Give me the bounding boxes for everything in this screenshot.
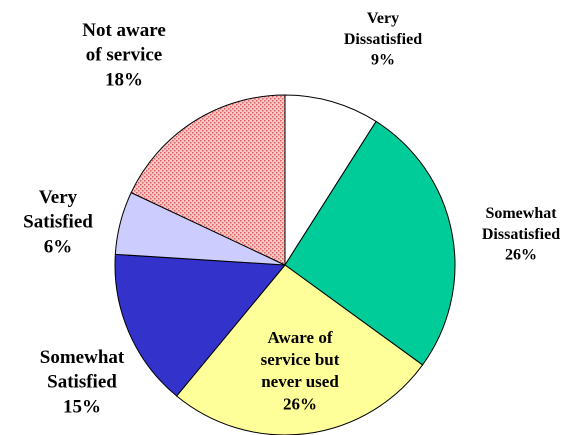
pie-slices (114, 94, 456, 435)
pie-slice (175, 264, 424, 435)
pie-slice (284, 94, 377, 267)
pie-slice (114, 253, 287, 397)
pie-labels: Very Dissatisfied 9% Somewhat Dissatisfied 26… (23, 10, 560, 417)
slice-label: Not aware of service 18% (82, 20, 166, 90)
pie-slice (130, 94, 286, 266)
pie-slice (284, 120, 456, 366)
slice-label: Very Satisfied 6% (23, 187, 93, 257)
slice-label: Somewhat Dissatisfied 26% (482, 205, 560, 264)
slice-label: Very Dissatisfied 9% (344, 10, 422, 69)
slice-label: Somewhat Satisfied 15% (40, 347, 125, 417)
slice-label: Aware of service but never used 26% (261, 328, 340, 413)
